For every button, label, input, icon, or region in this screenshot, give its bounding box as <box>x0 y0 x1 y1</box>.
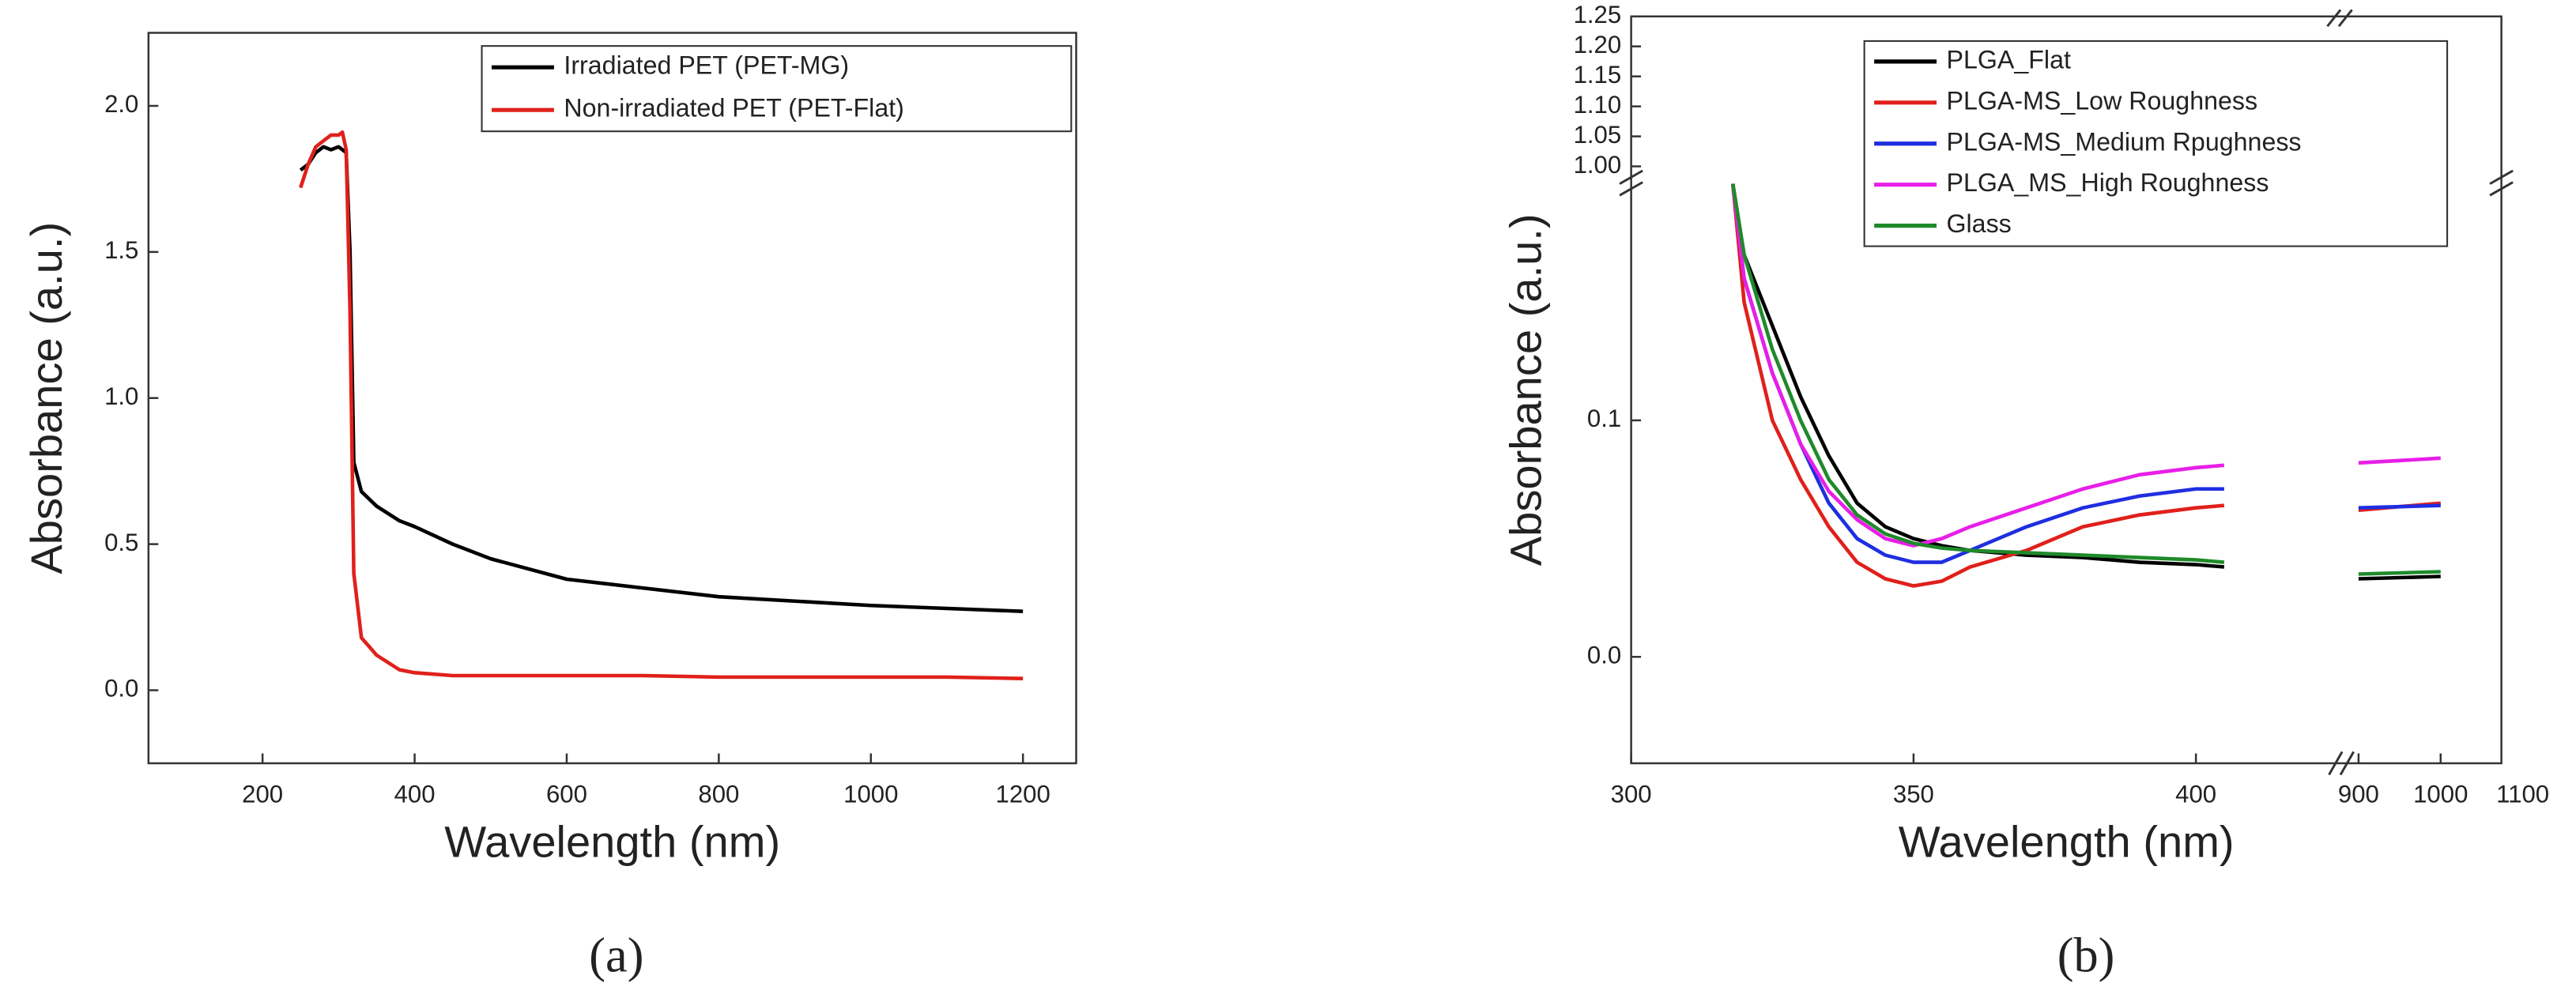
y-tick-label: 0.0 <box>1587 641 1621 668</box>
data-line <box>1730 183 2225 548</box>
caption: (a) <box>589 928 643 983</box>
x-tick-label: 400 <box>2175 781 2216 808</box>
data-line <box>2358 570 2441 576</box>
data-line <box>2358 503 2441 510</box>
x-tick-label: 200 <box>242 781 283 808</box>
data-line <box>2358 574 2441 581</box>
y-tick-label: 0.0 <box>104 675 138 702</box>
y-tick-label: 1.0 <box>104 382 138 410</box>
plot-frame <box>1630 15 2502 765</box>
data-line <box>1730 183 2225 588</box>
x-tick-label: 800 <box>698 781 739 808</box>
legend-box <box>481 45 1073 133</box>
y-tick-label: 1.5 <box>104 236 138 264</box>
y-tick-label: 1.05 <box>1574 121 1622 149</box>
legend-label: Non-irradiated PET (PET-Flat) <box>564 94 904 122</box>
legend-label: PLGA-MS_Medium Rpughness <box>1946 127 2301 156</box>
x-tick-label: 600 <box>546 781 587 808</box>
x-tick-label: 1200 <box>996 781 1050 808</box>
legend-label: PLGA_Flat <box>1946 45 2070 73</box>
x-tick-label: 1000 <box>2413 781 2468 808</box>
x-axis-label: Wavelength (nm) <box>1899 817 2235 867</box>
data-line <box>1731 183 2225 569</box>
y-tick-label: 1.10 <box>1574 91 1622 119</box>
y-tick-label: 1.20 <box>1574 31 1622 58</box>
y-tick-label: 1.15 <box>1574 61 1622 89</box>
caption: (b) <box>2057 928 2115 983</box>
legend-label: Glass <box>1946 209 2011 238</box>
data-line <box>2358 456 2441 465</box>
y-tick-label: 0.5 <box>104 529 138 556</box>
x-axis-label: Wavelength (nm) <box>444 817 780 867</box>
data-line <box>1731 183 2225 564</box>
x-break <box>2326 9 2353 28</box>
x-tick-label: 900 <box>2338 781 2379 808</box>
y-axis-label: Absorbance (a.u.) <box>21 222 71 574</box>
legend-box <box>1863 40 2449 247</box>
y-tick-label: 2.0 <box>104 90 138 118</box>
data-line <box>299 145 1024 613</box>
y-tick-label: 1.25 <box>1574 1 1622 28</box>
x-tick-label: 300 <box>1611 781 1652 808</box>
plot-frame <box>147 32 1077 765</box>
y-tick-label: 0.1 <box>1587 405 1621 432</box>
x-tick-label: 350 <box>1893 781 1934 808</box>
x-tick-label: 400 <box>394 781 436 808</box>
y-axis-label: Absorbance (a.u.) <box>1501 213 1551 566</box>
y-tick-label: 1.00 <box>1574 151 1622 179</box>
x-tick-label: 1000 <box>843 781 898 808</box>
legend-label: Irradiated PET (PET-MG) <box>564 51 849 80</box>
legend-label: PLGA-MS_Low Roughness <box>1946 86 2257 115</box>
legend-label: PLGA_MS_High Roughness <box>1946 168 2269 197</box>
data-line <box>299 130 1024 680</box>
x-tick-label: 1100 <box>2496 781 2549 808</box>
